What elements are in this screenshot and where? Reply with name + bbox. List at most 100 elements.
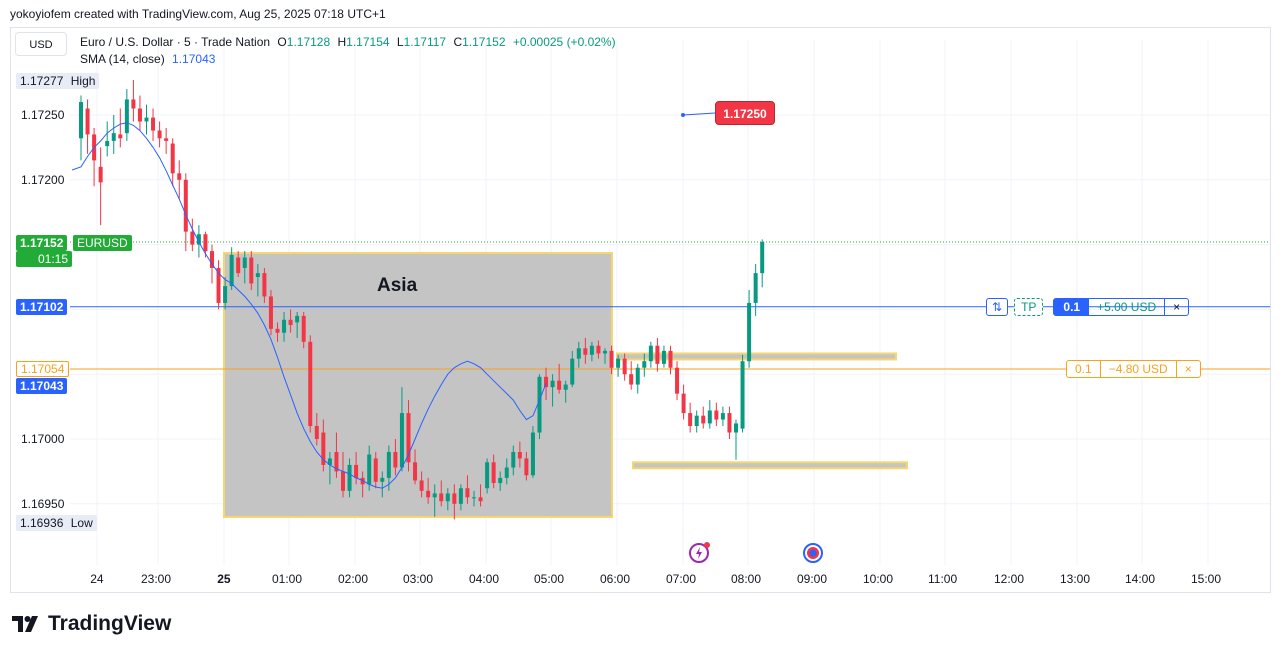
candle-body <box>707 410 712 424</box>
time-tick: 02:00 <box>338 572 369 586</box>
candle-body <box>661 350 666 364</box>
chart-frame <box>10 27 1271 593</box>
candle-body <box>478 497 483 502</box>
time-tick: 01:00 <box>272 572 303 586</box>
candle-body <box>524 458 529 476</box>
candle-body <box>268 296 273 329</box>
time-tick: 24 <box>90 572 104 586</box>
time-tick: 13:00 <box>1060 572 1091 586</box>
currency-button[interactable]: USD <box>15 32 67 56</box>
candle-body <box>347 464 352 491</box>
candle-body <box>216 267 221 303</box>
candle-body <box>118 134 123 139</box>
open-label: O <box>277 35 287 49</box>
symbol-name[interactable]: Euro / U.S. Dollar · 5 · Trade Nation <box>80 35 271 49</box>
candle-body <box>530 432 535 476</box>
last-price-tag: 1.17152 <box>16 235 68 251</box>
candle-body <box>373 458 378 482</box>
low-value: 1.17117 <box>403 35 447 49</box>
candle-body <box>603 350 607 354</box>
candle-body <box>419 480 424 491</box>
candle-body <box>380 477 385 482</box>
candle-body <box>688 413 693 427</box>
candle-body <box>223 286 228 303</box>
low-label: L <box>396 35 404 49</box>
time-tick: 06:00 <box>600 572 631 586</box>
tp-price-tag: 1.17102 <box>16 299 68 315</box>
candle-body <box>701 415 706 424</box>
candle-body <box>753 273 758 303</box>
tp-order-box[interactable]: 0.1 +5.00 USD × <box>1053 298 1190 316</box>
candle-body <box>498 477 503 484</box>
price-zone <box>632 461 908 470</box>
candle-body <box>517 451 522 459</box>
candle-body <box>262 273 267 297</box>
time-tick: 12:00 <box>994 572 1025 586</box>
close-tp-icon[interactable]: × <box>1173 300 1181 314</box>
candle-body <box>399 413 404 468</box>
candle-body <box>288 319 293 325</box>
candle-body <box>164 138 169 141</box>
lightning-event-icon[interactable] <box>689 542 710 563</box>
candle-body <box>740 361 745 429</box>
price-callout[interactable]: 1.17250 <box>715 101 775 125</box>
candle-body <box>694 415 699 427</box>
sl-order-box[interactable]: 0.1 −4.80 USD × <box>1066 360 1201 378</box>
candle-body <box>648 345 653 362</box>
indicator-legend[interactable]: SMA (14, close) 1.17043 <box>80 52 215 66</box>
tp-pnl: +5.00 USD <box>1089 299 1166 315</box>
open-value: 1.17128 <box>286 35 331 49</box>
tp-qty: 0.1 <box>1054 299 1090 315</box>
candle-body <box>367 454 372 485</box>
high-price-label: High <box>70 74 96 88</box>
candle-body <box>85 108 90 135</box>
high-price: 1.17277 <box>20 74 64 88</box>
candle-body <box>426 490 431 498</box>
candle-body <box>295 315 300 323</box>
candle-body <box>472 497 476 499</box>
candle-body <box>504 467 509 478</box>
time-tick: 07:00 <box>666 572 697 586</box>
candle-body <box>98 166 103 183</box>
callout-anchor <box>681 113 685 117</box>
sl-price-tag: 1.17054 <box>16 361 70 377</box>
candle-body <box>668 350 673 368</box>
close-sl-icon[interactable]: × <box>1184 362 1192 376</box>
low-price-label: Low <box>70 516 93 530</box>
candle-body <box>589 345 594 355</box>
candle-body <box>341 471 345 491</box>
candle-body <box>393 451 398 468</box>
candle-body <box>452 493 457 504</box>
candle-body <box>105 140 110 147</box>
sma-price-tag: 1.17043 <box>16 378 68 394</box>
time-tick: 10:00 <box>863 572 894 586</box>
candle-body <box>413 462 418 481</box>
sl-order-widget: 0.1 −4.80 USD × <box>1066 360 1201 378</box>
candle-body <box>229 254 234 287</box>
candle-body <box>458 488 463 504</box>
low-price: 1.16936 <box>20 516 64 530</box>
tp-button[interactable]: TP <box>1014 298 1044 316</box>
tradingview-logo[interactable]: TradingView <box>12 612 171 636</box>
candle-body <box>629 374 634 385</box>
candle-body <box>255 273 260 277</box>
candle-body <box>321 432 326 465</box>
economic-event-icon[interactable] <box>803 543 823 563</box>
sma-label: SMA (14, close) <box>80 52 165 66</box>
candle-body <box>537 376 542 433</box>
candle-body <box>386 451 391 478</box>
candle-body <box>177 173 182 180</box>
candle-body <box>314 426 319 439</box>
candle-body <box>327 458 332 465</box>
time-tick: 15:00 <box>1191 572 1222 586</box>
reverse-icon[interactable]: ⇅ <box>986 298 1009 316</box>
candle-body <box>616 358 621 368</box>
candle-body <box>570 358 575 385</box>
candle-body <box>432 493 437 498</box>
candle-body <box>655 345 660 364</box>
bar-countdown: 01:15 <box>16 251 72 267</box>
candle-body <box>635 367 640 385</box>
candle-body <box>360 477 365 485</box>
candle-body <box>681 393 686 414</box>
